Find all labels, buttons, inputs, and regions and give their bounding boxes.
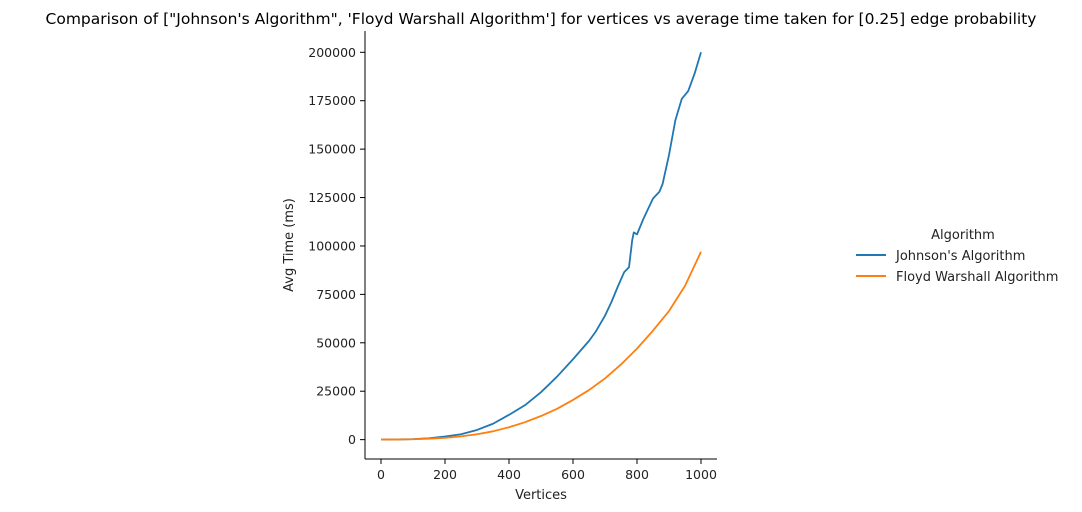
y-tick-label: 125000 xyxy=(308,190,356,205)
x-tick-label: 400 xyxy=(497,467,521,482)
y-tick-label: 75000 xyxy=(316,287,356,302)
x-tick-label: 600 xyxy=(561,467,585,482)
legend-title: Algorithm xyxy=(931,228,995,243)
y-tick-label: 200000 xyxy=(308,45,356,60)
series-line-johnson xyxy=(380,52,702,441)
legend: Algorithm Johnson's Algorithm Floyd Wars… xyxy=(856,228,1058,285)
y-tick-label: 50000 xyxy=(316,335,356,350)
x-tick-label: 0 xyxy=(377,467,385,482)
plot-area: 0 200 400 600 800 1000 0 25000 50000 75000 100000… xyxy=(308,31,717,482)
y-tick-label: 100000 xyxy=(308,238,356,253)
chart-title: Comparison of ["Johnson's Algorithm", 'F… xyxy=(46,10,1037,28)
y-tick-label: 150000 xyxy=(308,142,356,157)
y-tick-label: 25000 xyxy=(316,384,356,399)
x-axis-label: Vertices xyxy=(515,488,567,503)
x-tick-label: 800 xyxy=(625,467,649,482)
y-axis-label: Avg Time (ms) xyxy=(282,198,297,292)
series-line-floyd-warshall xyxy=(380,251,702,441)
y-tick-label: 0 xyxy=(348,432,356,447)
x-ticks: 0 200 400 600 800 1000 xyxy=(377,459,717,482)
legend-label-johnson: Johnson's Algorithm xyxy=(895,249,1025,264)
series-lines xyxy=(380,52,702,441)
x-tick-label: 1000 xyxy=(685,467,717,482)
legend-label-floyd-warshall: Floyd Warshall Algorithm xyxy=(896,270,1058,285)
y-tick-label: 175000 xyxy=(308,93,356,108)
y-ticks: 0 25000 50000 75000 100000 125000 150000 175000… xyxy=(308,45,365,447)
x-tick-label: 200 xyxy=(433,467,457,482)
